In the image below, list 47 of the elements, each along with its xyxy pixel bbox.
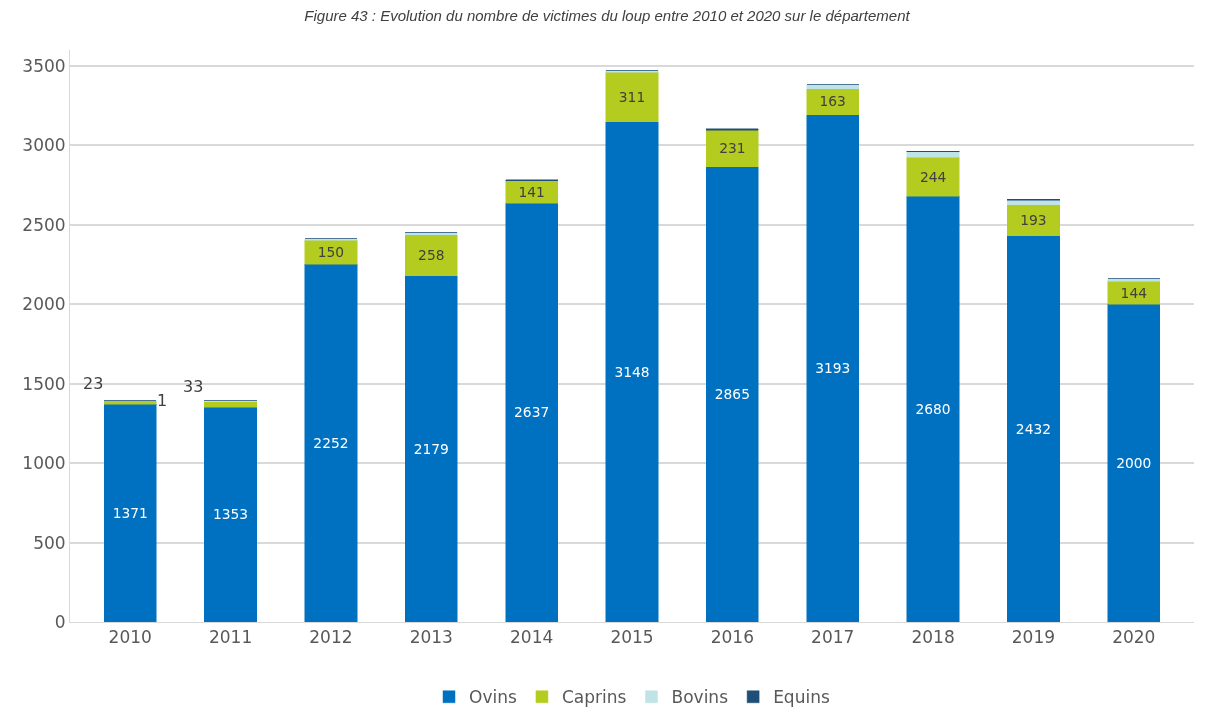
data-label: 144 [1120, 284, 1147, 301]
x-tick-label: 2015 [610, 627, 654, 648]
y-tick-label: 2500 [22, 214, 66, 235]
data-label: 244 [919, 168, 947, 185]
data-label: 33 [183, 377, 204, 396]
data-label: 2637 [514, 404, 550, 421]
data-label: 258 [418, 247, 445, 264]
data-label: 311 [618, 88, 646, 105]
legend-label: Bovins [671, 687, 729, 708]
data-label: 150 [317, 244, 345, 261]
data-label: 2000 [1116, 454, 1152, 471]
x-tick-label: 2010 [108, 627, 152, 648]
chart-title: Figure 43 : Evolution du nombre de victimes du loup entre 2010 et 2020 sur le département [304, 7, 911, 25]
x-tick-label: 2011 [208, 627, 253, 648]
data-label: 1353 [213, 506, 249, 523]
x-tick-label: 2012 [309, 627, 353, 648]
y-tick-label: 2000 [22, 294, 66, 315]
data-label: 1371 [112, 504, 148, 521]
data-label: 2680 [915, 400, 951, 417]
x-tick-label: 2014 [510, 627, 554, 648]
data-label: 193 [1020, 212, 1047, 228]
data-label: 23 [83, 374, 104, 393]
y-tick-label: 3500 [22, 55, 66, 76]
data-label: 1 [157, 391, 168, 410]
data-label: 163 [819, 93, 846, 110]
legend-label: Caprins [561, 687, 627, 708]
y-tick-label: 1500 [22, 373, 66, 394]
data-label: 2865 [714, 386, 750, 403]
y-tick-label: 500 [33, 532, 66, 553]
data-label: 2432 [1015, 420, 1051, 437]
x-tick-label: 2016 [710, 627, 754, 648]
x-tick-label: 2019 [1011, 627, 1056, 648]
y-tick-label: 1000 [22, 453, 66, 474]
data-label: 2252 [313, 434, 349, 451]
data-label: 2179 [413, 440, 449, 457]
data-label: 231 [719, 140, 746, 157]
data-label: 141 [518, 183, 545, 200]
y-tick-label: 3000 [22, 135, 66, 156]
data-label: 3148 [614, 363, 650, 380]
x-tick-label: 2020 [1112, 627, 1156, 648]
legend-label: Ovins [469, 687, 517, 708]
x-tick-label: 2013 [409, 627, 453, 648]
x-tick-label: 2017 [811, 627, 855, 648]
data-label: 3193 [815, 360, 851, 377]
x-tick-label: 2018 [911, 627, 955, 648]
y-tick-label: 0 [54, 611, 66, 632]
legend-label: Equins [773, 687, 830, 708]
